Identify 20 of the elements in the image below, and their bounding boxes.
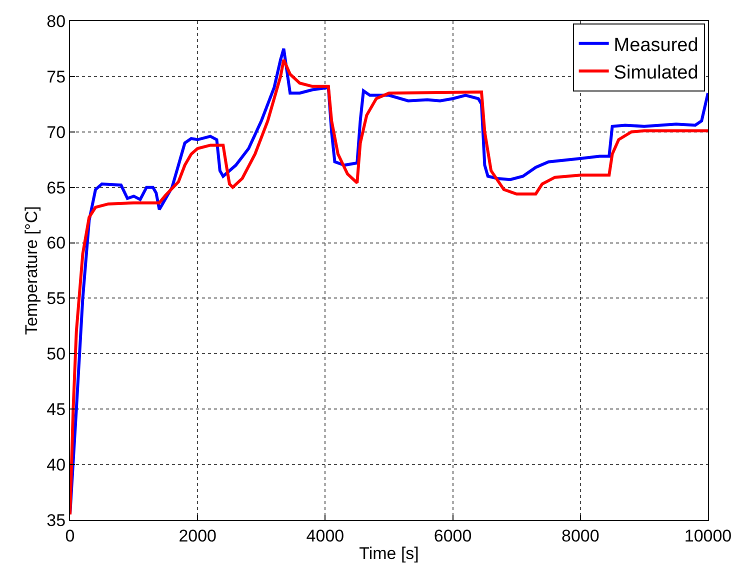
y-tick-label: 80: [46, 12, 66, 31]
legend-label: Measured: [614, 34, 698, 56]
x-tick-label: 4000: [306, 526, 344, 546]
x-tick-label: 8000: [561, 526, 600, 546]
y-tick-label: 40: [46, 456, 66, 475]
y-tick-label: 55: [46, 289, 66, 308]
y-tick-label: 50: [46, 344, 66, 364]
x-axis-title: Time [s]: [359, 544, 419, 563]
x-tick-label: 0: [65, 526, 75, 546]
y-tick-label: 70: [46, 122, 66, 142]
y-tick-label: 45: [46, 400, 66, 420]
y-tick-label: 35: [46, 510, 66, 530]
y-axis-title: Temperature [°C]: [22, 206, 42, 335]
x-tick-label: 6000: [434, 526, 472, 546]
x-tick-label: 2000: [178, 526, 217, 546]
y-tick-label: 75: [46, 67, 66, 86]
y-tick-label: 60: [46, 234, 66, 253]
legend-label: Simulated: [614, 62, 698, 84]
x-tick-label: 10000: [684, 526, 732, 546]
y-tick-label: 65: [46, 178, 66, 198]
